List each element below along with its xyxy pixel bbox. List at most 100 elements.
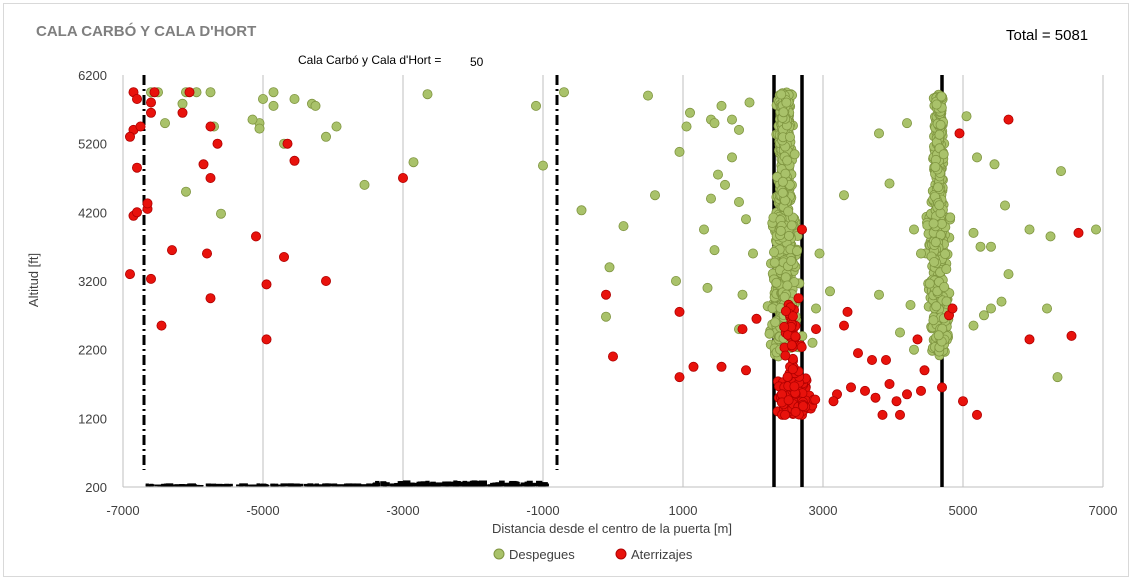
legend-marker-despegues bbox=[493, 548, 505, 560]
point-despegue bbox=[972, 152, 983, 163]
point-despegue bbox=[782, 280, 793, 291]
point-despegue bbox=[989, 159, 1000, 170]
point-aterrizaje bbox=[870, 392, 881, 403]
point-despegue bbox=[744, 97, 755, 108]
grid-lines bbox=[122, 75, 1104, 488]
point-aterrizaje bbox=[250, 231, 261, 242]
point-aterrizaje bbox=[916, 385, 927, 396]
point-despegue bbox=[941, 296, 952, 307]
noise-mark bbox=[274, 484, 279, 487]
point-aterrizaje bbox=[751, 313, 762, 324]
point-despegue bbox=[781, 97, 792, 108]
noise-mark bbox=[481, 485, 489, 487]
point-despegue bbox=[785, 131, 796, 142]
x-axis-label: Distancia desde el centro de la puerta [… bbox=[492, 521, 732, 536]
noise-mark bbox=[407, 482, 415, 487]
noise-mark bbox=[366, 483, 376, 487]
point-despegue bbox=[996, 296, 1007, 307]
point-despegue bbox=[604, 262, 615, 273]
point-aterrizaje bbox=[145, 273, 156, 284]
point-despegue bbox=[924, 278, 935, 289]
point-despegue bbox=[839, 190, 850, 201]
point-despegue bbox=[764, 328, 775, 339]
point-despegue bbox=[874, 128, 885, 139]
chart-title: CALA CARBÓ Y CALA D'HORT bbox=[36, 22, 256, 40]
point-despegue bbox=[825, 286, 836, 297]
point-aterrizaje bbox=[135, 121, 146, 132]
subtitle-value: 50 bbox=[470, 55, 484, 69]
noise-mark bbox=[473, 485, 479, 487]
point-despegue bbox=[789, 149, 800, 160]
point-aterrizaje bbox=[895, 409, 906, 420]
point-aterrizaje bbox=[716, 361, 727, 372]
noise-mark bbox=[246, 484, 255, 487]
point-despegue bbox=[531, 100, 542, 111]
point-aterrizaje bbox=[166, 245, 177, 256]
point-aterrizaje bbox=[790, 406, 801, 417]
point-aterrizaje bbox=[1003, 114, 1014, 125]
point-despegue bbox=[782, 155, 793, 166]
point-aterrizaje bbox=[261, 279, 272, 290]
point-aterrizaje bbox=[212, 138, 223, 149]
y-tick-label: 1200 bbox=[78, 411, 107, 426]
noise-mark bbox=[162, 483, 171, 487]
noise-mark bbox=[307, 483, 314, 487]
point-despegue bbox=[618, 221, 629, 232]
point-despegue bbox=[205, 87, 216, 98]
noise-mark bbox=[218, 484, 227, 487]
noise-mark bbox=[288, 483, 295, 487]
point-despegue bbox=[811, 303, 822, 314]
point-despegue bbox=[975, 241, 986, 252]
noise-mark bbox=[239, 483, 248, 487]
y-tick-label: 5200 bbox=[78, 137, 107, 152]
point-despegue bbox=[979, 310, 990, 321]
point-aterrizaje bbox=[881, 354, 892, 365]
total-label: Total = 5081 bbox=[1006, 27, 1088, 44]
point-aterrizaje bbox=[783, 395, 794, 406]
point-aterrizaje bbox=[780, 306, 791, 317]
point-despegue bbox=[938, 149, 949, 160]
point-despegue bbox=[720, 179, 731, 190]
point-aterrizaje bbox=[919, 365, 930, 376]
point-despegue bbox=[786, 255, 797, 266]
point-aterrizaje bbox=[798, 401, 809, 412]
point-aterrizaje bbox=[145, 97, 156, 108]
point-despegue bbox=[1003, 269, 1014, 280]
point-despegue bbox=[929, 257, 940, 268]
tick-labels: -7000 -5000 -3000 -1000 1000 3000 5000 7000 200 1… bbox=[78, 68, 1117, 518]
noise-mark bbox=[296, 484, 301, 487]
point-despegue bbox=[935, 119, 946, 130]
noise-mark bbox=[185, 484, 194, 487]
point-despegue bbox=[674, 146, 685, 157]
point-aterrizaje bbox=[789, 381, 800, 392]
noise-mark bbox=[403, 484, 409, 487]
noise-mark bbox=[394, 482, 403, 487]
point-despegue bbox=[699, 224, 710, 235]
noise-mark bbox=[345, 484, 350, 487]
noise-mark bbox=[540, 483, 546, 487]
point-aterrizaje bbox=[201, 248, 212, 259]
point-aterrizaje bbox=[810, 394, 821, 405]
point-despegue bbox=[884, 178, 895, 189]
point-despegue bbox=[741, 214, 752, 225]
point-despegue bbox=[331, 121, 342, 132]
noise-mark bbox=[499, 480, 505, 487]
point-aterrizaje bbox=[972, 409, 983, 420]
point-despegue bbox=[1091, 224, 1102, 235]
legend: Despegues Aterrizajes bbox=[493, 547, 693, 562]
point-aterrizaje bbox=[737, 324, 748, 335]
point-aterrizaje bbox=[853, 348, 864, 359]
point-despegue bbox=[909, 344, 920, 355]
point-despegue bbox=[945, 212, 956, 223]
point-despegue bbox=[254, 123, 265, 134]
point-despegue bbox=[940, 248, 951, 259]
point-despegue bbox=[928, 315, 939, 326]
noise-mark bbox=[173, 485, 181, 487]
y-tick-label: 200 bbox=[85, 480, 107, 495]
point-despegue bbox=[780, 272, 791, 283]
point-aterrizaje bbox=[205, 172, 216, 183]
point-aterrizaje bbox=[278, 251, 289, 262]
series-aterrizajes bbox=[125, 87, 1084, 420]
point-despegue bbox=[777, 187, 788, 198]
point-despegue bbox=[934, 129, 945, 140]
